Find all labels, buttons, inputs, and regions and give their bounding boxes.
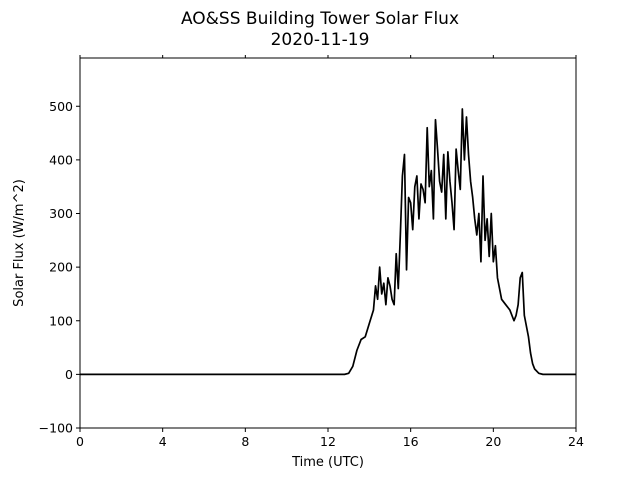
x-tick-label: 16	[403, 434, 419, 449]
y-tick-label: 0	[65, 367, 73, 382]
series-line	[80, 108, 576, 376]
chart-title: AO&SS Building Tower Solar Flux	[181, 9, 459, 29]
x-tick-label: 24	[568, 434, 584, 449]
x-axis-label: Time (UTC)	[291, 455, 364, 470]
y-tick-label: 300	[49, 206, 73, 221]
x-tick-label: 12	[320, 434, 336, 449]
chart-subtitle: 2020-11-19	[271, 30, 370, 50]
x-tick-label: 20	[485, 434, 501, 449]
y-tick-label: −100	[39, 421, 73, 436]
plot-area	[80, 58, 576, 428]
x-tick-label: 0	[76, 434, 84, 449]
y-axis-label: Solar Flux (W/m^2)	[12, 179, 27, 307]
x-tick-label: 4	[159, 434, 167, 449]
y-tick-label: 400	[49, 152, 73, 167]
x-tick-label: 8	[241, 434, 249, 449]
plot-frame	[79, 57, 577, 429]
y-tick-label: 100	[49, 313, 73, 328]
y-tick-label: 500	[49, 99, 73, 114]
y-tick-label: 200	[49, 260, 73, 275]
